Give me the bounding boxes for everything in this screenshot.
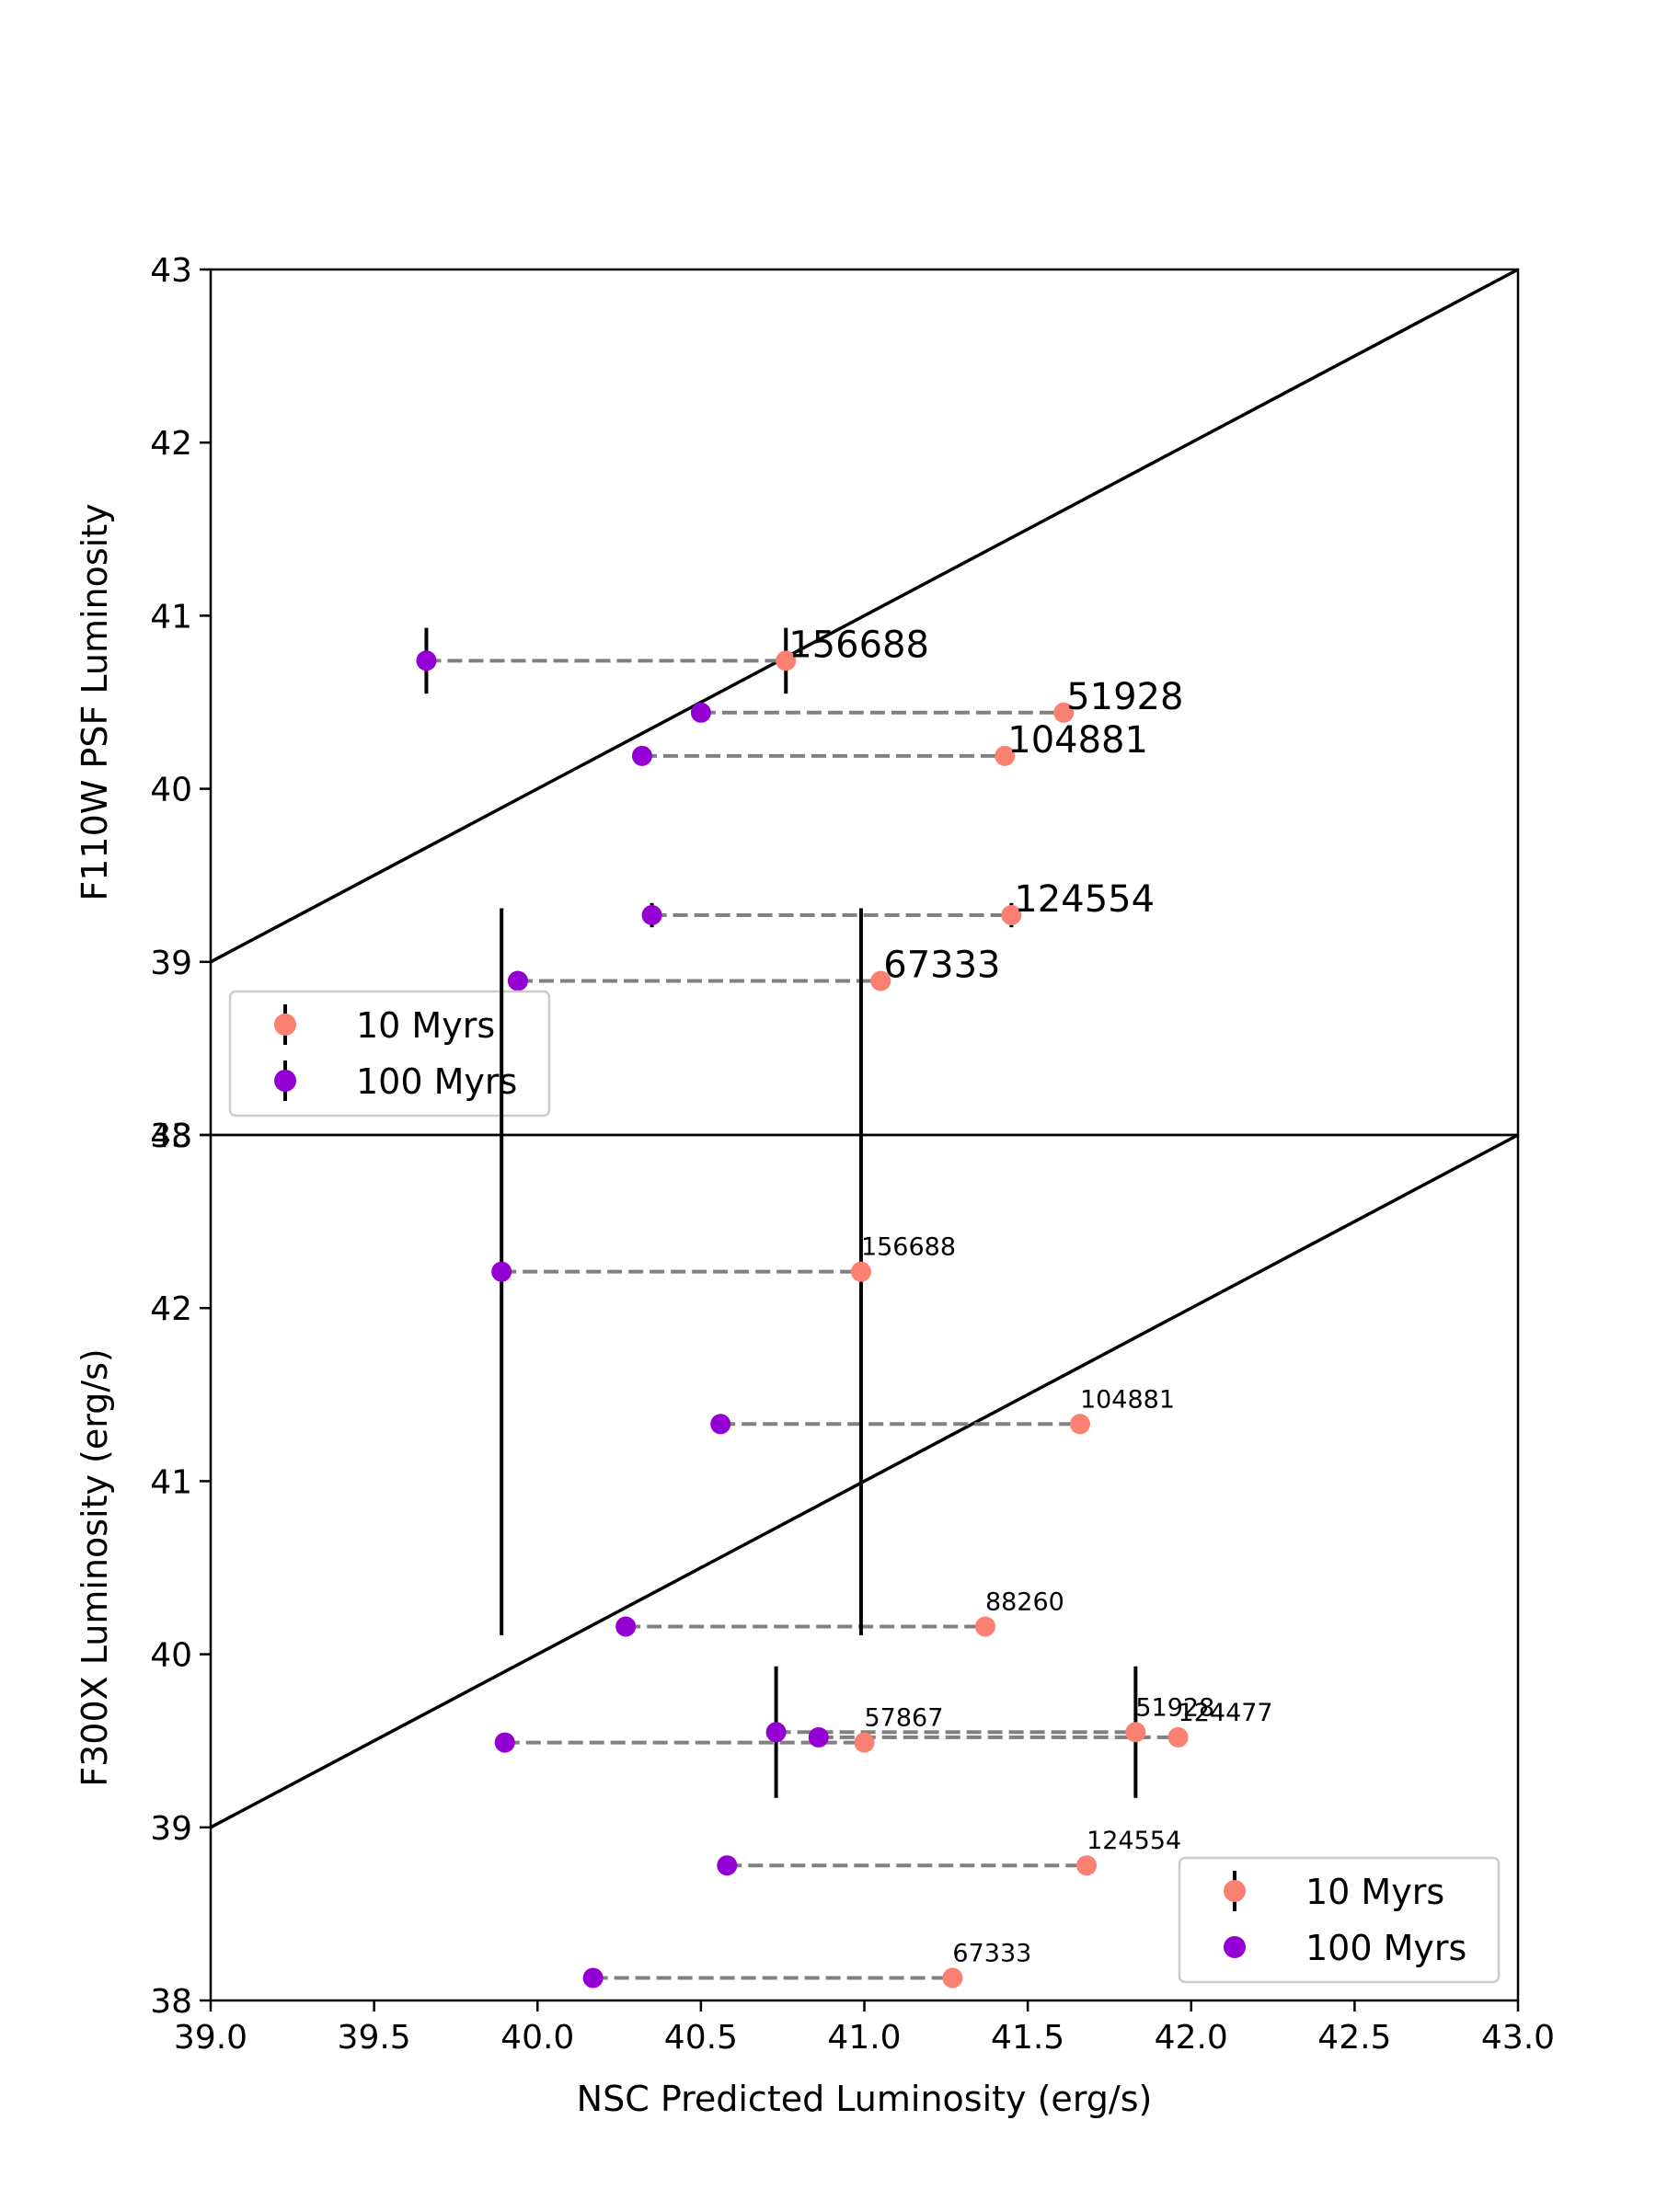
- data-point: [974, 1616, 995, 1637]
- reference-line: [210, 268, 1519, 964]
- point-annotation: 124554: [1087, 1827, 1181, 1855]
- x-tick-label: 39.0: [174, 2019, 247, 2057]
- data-point: [1125, 1722, 1146, 1743]
- point-annotation: 67333: [952, 1940, 1031, 1968]
- point-annotation: 124477: [1179, 1699, 1273, 1727]
- data-point: [1076, 1855, 1098, 1876]
- y-tick-label: 43: [150, 1117, 192, 1155]
- y-tick-label: 39: [150, 945, 192, 982]
- data-point: [416, 650, 437, 671]
- point-annotation: 156688: [861, 1233, 956, 1262]
- data-point: [491, 1261, 512, 1282]
- x-tick-label: 42.5: [1317, 2019, 1391, 2057]
- data-point: [776, 650, 797, 671]
- data-point: [690, 702, 711, 723]
- reference-line: [210, 1133, 1519, 1829]
- data-point: [995, 745, 1016, 766]
- point-annotation: 104881: [1080, 1385, 1175, 1414]
- y-axis-title: F300X Luminosity (erg/s): [75, 1348, 115, 1787]
- x-tick-label: 40.0: [500, 2019, 574, 2057]
- data-point: [808, 1726, 829, 1748]
- data-point: [765, 1722, 787, 1743]
- data-point: [942, 1967, 963, 1989]
- y-tick-label: 41: [150, 598, 192, 636]
- data-point: [850, 1261, 871, 1282]
- data-point: [1167, 1726, 1189, 1748]
- legend: 10 Myrs 100 Myrs: [228, 990, 551, 1117]
- point-annotation: 88260: [985, 1587, 1064, 1616]
- data-point: [641, 904, 662, 925]
- data-point: [710, 1414, 731, 1435]
- legend-marker: [274, 1014, 296, 1036]
- y-tick-label: 43: [150, 252, 192, 290]
- y-tick-label: 38: [150, 1117, 192, 1155]
- y-tick-label: 39: [150, 1810, 192, 1848]
- data-point: [631, 745, 652, 766]
- y-tick-label: 41: [150, 1463, 192, 1501]
- legend-box: [1178, 1856, 1501, 1984]
- y-tick-label: 42: [150, 425, 192, 463]
- legend-marker: [274, 1070, 296, 1092]
- point-annotation: 51928: [1066, 676, 1183, 718]
- point-annotation: 124554: [1014, 878, 1155, 921]
- data-point: [870, 970, 891, 991]
- x-tick-label: 40.5: [664, 2019, 738, 2057]
- x-tick-label: 41.5: [991, 2019, 1064, 2057]
- x-tick-label: 39.5: [338, 2019, 411, 2057]
- data-point: [1001, 904, 1022, 925]
- y-tick-label: 38: [150, 1983, 192, 2021]
- data-point: [1069, 1414, 1090, 1435]
- y-tick-label: 40: [150, 1637, 192, 1675]
- data-point: [494, 1732, 515, 1753]
- point-annotation: 156688: [788, 624, 929, 666]
- point-annotation: 104881: [1007, 719, 1148, 762]
- y-tick-label: 40: [150, 772, 192, 809]
- point-annotation: 67333: [883, 945, 1000, 987]
- data-point: [1053, 702, 1075, 723]
- legend-marker: [1224, 1880, 1246, 1902]
- legend-box: [228, 990, 551, 1117]
- data-point: [615, 1616, 637, 1637]
- point-annotation: 51928: [1135, 1693, 1214, 1722]
- x-tick-label: 43.0: [1481, 2019, 1555, 2057]
- legend-label: 10 Myrs: [356, 1005, 495, 1046]
- data-point: [582, 1967, 604, 1989]
- y-axis-title: F110W PSF Luminosity: [75, 503, 115, 900]
- legend-label: 10 Myrs: [1305, 1872, 1444, 1912]
- x-tick-label: 41.0: [827, 2019, 901, 2057]
- data-point: [854, 1732, 875, 1753]
- legend: 10 Myrs 100 Myrs: [1178, 1856, 1501, 1984]
- x-tick-label: 42.0: [1155, 2019, 1228, 2057]
- x-axis-title: NSC Predicted Luminosity (erg/s): [577, 2079, 1153, 2119]
- data-point: [507, 970, 528, 991]
- legend-marker: [1224, 1936, 1246, 1958]
- y-tick-label: 42: [150, 1290, 192, 1328]
- legend-label: 100 Myrs: [356, 1061, 517, 1102]
- legend-label: 100 Myrs: [1305, 1928, 1466, 1968]
- point-annotation: 57867: [865, 1704, 944, 1733]
- data-point: [717, 1855, 738, 1876]
